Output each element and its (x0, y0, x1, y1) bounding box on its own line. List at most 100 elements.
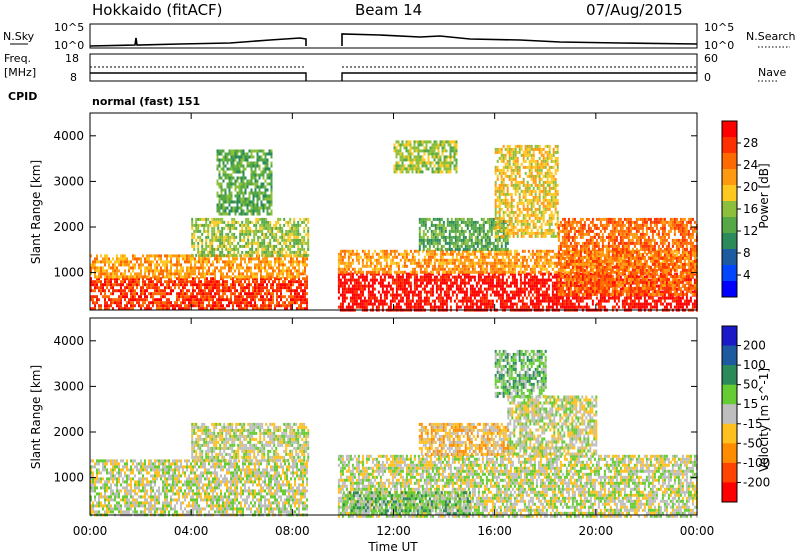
data-cell (427, 281, 430, 285)
data-cell (403, 249, 406, 253)
data-cell (298, 277, 300, 281)
data-cell (200, 257, 202, 261)
data-cell (207, 226, 210, 230)
data-cell (270, 155, 273, 159)
data-cell (114, 266, 116, 270)
data-cell (271, 232, 274, 236)
data-cell (393, 305, 396, 309)
data-cell (264, 292, 266, 296)
data-cell (230, 301, 232, 305)
data-cell (685, 275, 688, 279)
data-cell (232, 170, 235, 174)
data-cell (257, 217, 260, 221)
data-cell (433, 302, 436, 306)
data-cell (453, 270, 456, 274)
data-cell (238, 301, 240, 305)
data-cell (257, 253, 260, 257)
data-cell (207, 229, 210, 233)
data-cell (293, 253, 296, 257)
data-cell (182, 289, 184, 293)
data-cell (166, 292, 168, 296)
data-cell (140, 292, 142, 296)
data-cell (170, 269, 172, 273)
data-cell (659, 290, 662, 294)
data-cell (377, 267, 380, 271)
data-cell (485, 299, 488, 303)
data-cell (441, 272, 444, 276)
data-cell (168, 260, 170, 264)
data-cell (268, 176, 271, 180)
data-cell (591, 249, 594, 253)
data-cell (541, 278, 544, 282)
data-cell (343, 252, 346, 256)
data-cell (138, 283, 140, 287)
data-cell (248, 275, 250, 279)
data-cell (221, 250, 224, 254)
data-cell (230, 185, 233, 189)
data-cell (120, 263, 122, 267)
data-cell (265, 247, 268, 251)
data-cell (134, 289, 136, 293)
data-cell (234, 194, 237, 198)
data-cell (254, 307, 256, 311)
data-cell (589, 278, 592, 282)
data-cell (158, 263, 160, 267)
data-cell (228, 301, 230, 305)
data-cell (419, 299, 422, 303)
data-cell (206, 307, 208, 311)
data-cell (207, 232, 210, 236)
data-cell (218, 185, 221, 189)
data-cell (555, 290, 558, 294)
data-cell (232, 152, 235, 156)
data-cell (693, 281, 696, 285)
data-cell (465, 299, 468, 303)
data-cell (533, 252, 536, 256)
data-cell (467, 305, 470, 309)
data-cell (140, 266, 142, 270)
data-cell (278, 289, 280, 293)
data-cell (226, 197, 229, 201)
data-cell (253, 250, 256, 254)
data-cell (443, 270, 446, 274)
data-cell (166, 260, 168, 264)
data-cell (249, 232, 252, 236)
data-cell (343, 296, 346, 300)
data-cell (589, 272, 592, 276)
data-cell (254, 292, 256, 296)
data-cell (262, 182, 265, 186)
data-cell (203, 253, 206, 257)
data-cell (477, 249, 480, 253)
data-cell (264, 185, 267, 189)
data-cell (223, 226, 226, 230)
data-cell (216, 191, 219, 195)
data-cell (413, 275, 416, 279)
data-cell (230, 263, 232, 267)
data-cell (134, 263, 136, 267)
data-cell (353, 267, 356, 271)
data-cell (218, 164, 221, 168)
data-cell (264, 298, 266, 302)
data-cell (619, 287, 622, 291)
data-cell (351, 249, 354, 253)
data-cell (557, 299, 560, 303)
data-cell (242, 212, 245, 216)
data-cell (539, 293, 542, 297)
data-cell (160, 304, 162, 308)
data-cell (533, 296, 536, 300)
data-cell (192, 280, 194, 284)
data-cell (281, 244, 284, 248)
data-cell (184, 283, 186, 287)
data-cell (302, 257, 304, 261)
data-cell (553, 302, 556, 306)
data-cell (405, 264, 408, 268)
data-cell (375, 252, 378, 256)
data-cell (613, 270, 616, 274)
data-cell (256, 158, 259, 162)
data-cell (521, 264, 524, 268)
data-cell (507, 270, 510, 274)
data-cell (232, 277, 234, 281)
data-cell (509, 296, 512, 300)
data-cell (417, 305, 420, 309)
data-cell (439, 258, 442, 262)
data-cell (222, 298, 224, 302)
